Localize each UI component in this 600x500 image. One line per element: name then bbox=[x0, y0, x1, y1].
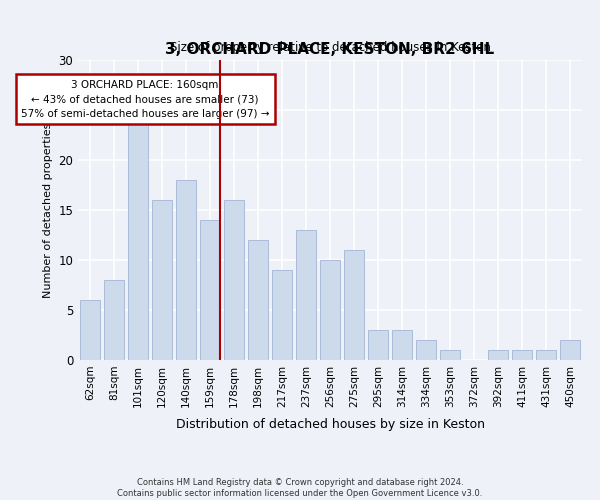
Bar bbox=[128, 110, 148, 360]
Bar bbox=[560, 340, 580, 360]
Bar bbox=[248, 240, 268, 360]
Title: 3, ORCHARD PLACE, KESTON, BR2 6HL: 3, ORCHARD PLACE, KESTON, BR2 6HL bbox=[166, 42, 494, 58]
X-axis label: Distribution of detached houses by size in Keston: Distribution of detached houses by size … bbox=[176, 418, 485, 431]
Bar bbox=[416, 340, 436, 360]
Text: Size of property relative to detached houses in Keston: Size of property relative to detached ho… bbox=[170, 41, 490, 54]
Bar bbox=[488, 350, 508, 360]
Bar bbox=[200, 220, 220, 360]
Bar bbox=[272, 270, 292, 360]
Bar bbox=[296, 230, 316, 360]
Bar bbox=[104, 280, 124, 360]
Bar bbox=[344, 250, 364, 360]
Bar bbox=[512, 350, 532, 360]
Bar bbox=[176, 180, 196, 360]
Bar bbox=[80, 300, 100, 360]
Bar bbox=[152, 200, 172, 360]
Bar bbox=[536, 350, 556, 360]
Bar bbox=[392, 330, 412, 360]
Bar bbox=[440, 350, 460, 360]
Bar bbox=[320, 260, 340, 360]
Bar bbox=[224, 200, 244, 360]
Y-axis label: Number of detached properties: Number of detached properties bbox=[43, 122, 53, 298]
Text: 3 ORCHARD PLACE: 160sqm
← 43% of detached houses are smaller (73)
57% of semi-de: 3 ORCHARD PLACE: 160sqm ← 43% of detache… bbox=[21, 80, 269, 119]
Text: Contains HM Land Registry data © Crown copyright and database right 2024.
Contai: Contains HM Land Registry data © Crown c… bbox=[118, 478, 482, 498]
Bar bbox=[368, 330, 388, 360]
